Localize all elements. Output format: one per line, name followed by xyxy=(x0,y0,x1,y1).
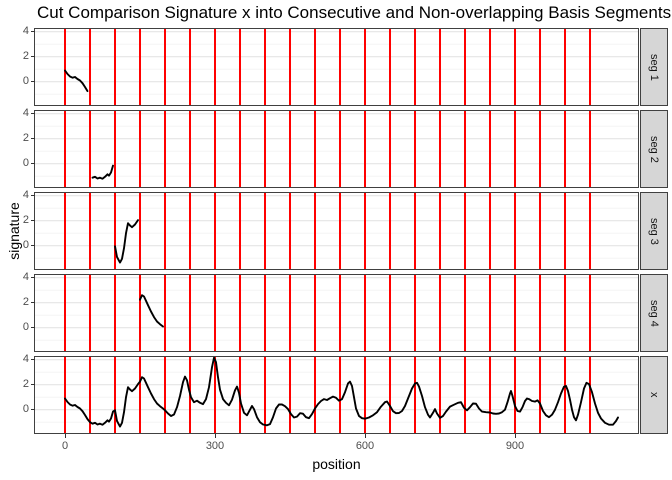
y-tick-label: 4 xyxy=(22,271,29,284)
x-tick-mark xyxy=(364,434,366,438)
signature-line-seg-4 xyxy=(139,294,164,328)
x-tick-label: 0 xyxy=(61,440,69,452)
x-tick-label: 300 xyxy=(205,440,225,452)
y-tick-label: 0 xyxy=(22,239,29,252)
y-tick-label: 0 xyxy=(22,157,29,170)
y-tick-label: 4 xyxy=(22,189,29,202)
facet-panel-seg-4 xyxy=(34,274,639,352)
y-tick-mark xyxy=(31,327,35,329)
signature-line-seg-2 xyxy=(91,164,114,180)
y-tick-mark xyxy=(31,245,35,247)
facet-strip-label: seg 3 xyxy=(648,217,660,245)
facet-panel-seg-3 xyxy=(34,192,639,270)
facet-strip-seg-4: seg 4 xyxy=(640,274,668,352)
facet-panel-seg-1 xyxy=(34,28,639,106)
y-tick-label: 0 xyxy=(22,75,29,88)
y-tick-label: 4 xyxy=(22,107,29,120)
y-tick-mark xyxy=(31,81,35,83)
y-tick-mark xyxy=(31,384,35,386)
y-tick-label: 2 xyxy=(22,214,29,227)
y-tick-label: 2 xyxy=(22,132,29,145)
facet-strip-x: x xyxy=(640,356,668,434)
signature-line-x xyxy=(64,357,619,428)
y-tick-label: 0 xyxy=(22,321,29,334)
y-tick-mark xyxy=(31,56,35,58)
y-tick-label: 2 xyxy=(22,296,29,309)
y-tick-mark xyxy=(31,302,35,304)
x-tick-label: 900 xyxy=(505,440,525,452)
y-tick-mark xyxy=(31,138,35,140)
y-tick-mark xyxy=(31,163,35,165)
signature-line-seg-3 xyxy=(114,219,139,264)
y-tick-label: 4 xyxy=(22,353,29,366)
plot-title: Cut Comparison Signature x into Consecut… xyxy=(37,3,672,22)
facet-strip-label: x xyxy=(648,392,660,398)
y-tick-mark xyxy=(31,277,35,279)
facet-strip-seg-2: seg 2 xyxy=(640,110,668,188)
x-tick-mark xyxy=(64,434,66,438)
y-tick-label: 2 xyxy=(22,378,29,391)
facet-panel-x xyxy=(34,356,639,434)
facet-panel-seg-2 xyxy=(34,110,639,188)
y-tick-mark xyxy=(31,31,35,33)
x-tick-label: 600 xyxy=(355,440,375,452)
y-tick-label: 0 xyxy=(22,403,29,416)
y-tick-mark xyxy=(31,359,35,361)
facet-strip-label: seg 4 xyxy=(648,299,660,327)
facet-strip-label: seg 2 xyxy=(648,135,660,163)
facet-strip-label: seg 1 xyxy=(648,53,660,81)
facet-strip-seg-1: seg 1 xyxy=(640,28,668,106)
y-tick-mark xyxy=(31,220,35,222)
x-tick-mark xyxy=(514,434,516,438)
y-tick-label: 4 xyxy=(22,25,29,38)
y-tick-mark xyxy=(31,113,35,115)
facet-strip-seg-3: seg 3 xyxy=(640,192,668,270)
signature-line-seg-1 xyxy=(64,69,89,93)
x-axis-title: position xyxy=(312,456,361,472)
y-tick-mark xyxy=(31,195,35,197)
y-tick-label: 2 xyxy=(22,50,29,63)
y-tick-mark xyxy=(31,409,35,411)
x-tick-mark xyxy=(214,434,216,438)
